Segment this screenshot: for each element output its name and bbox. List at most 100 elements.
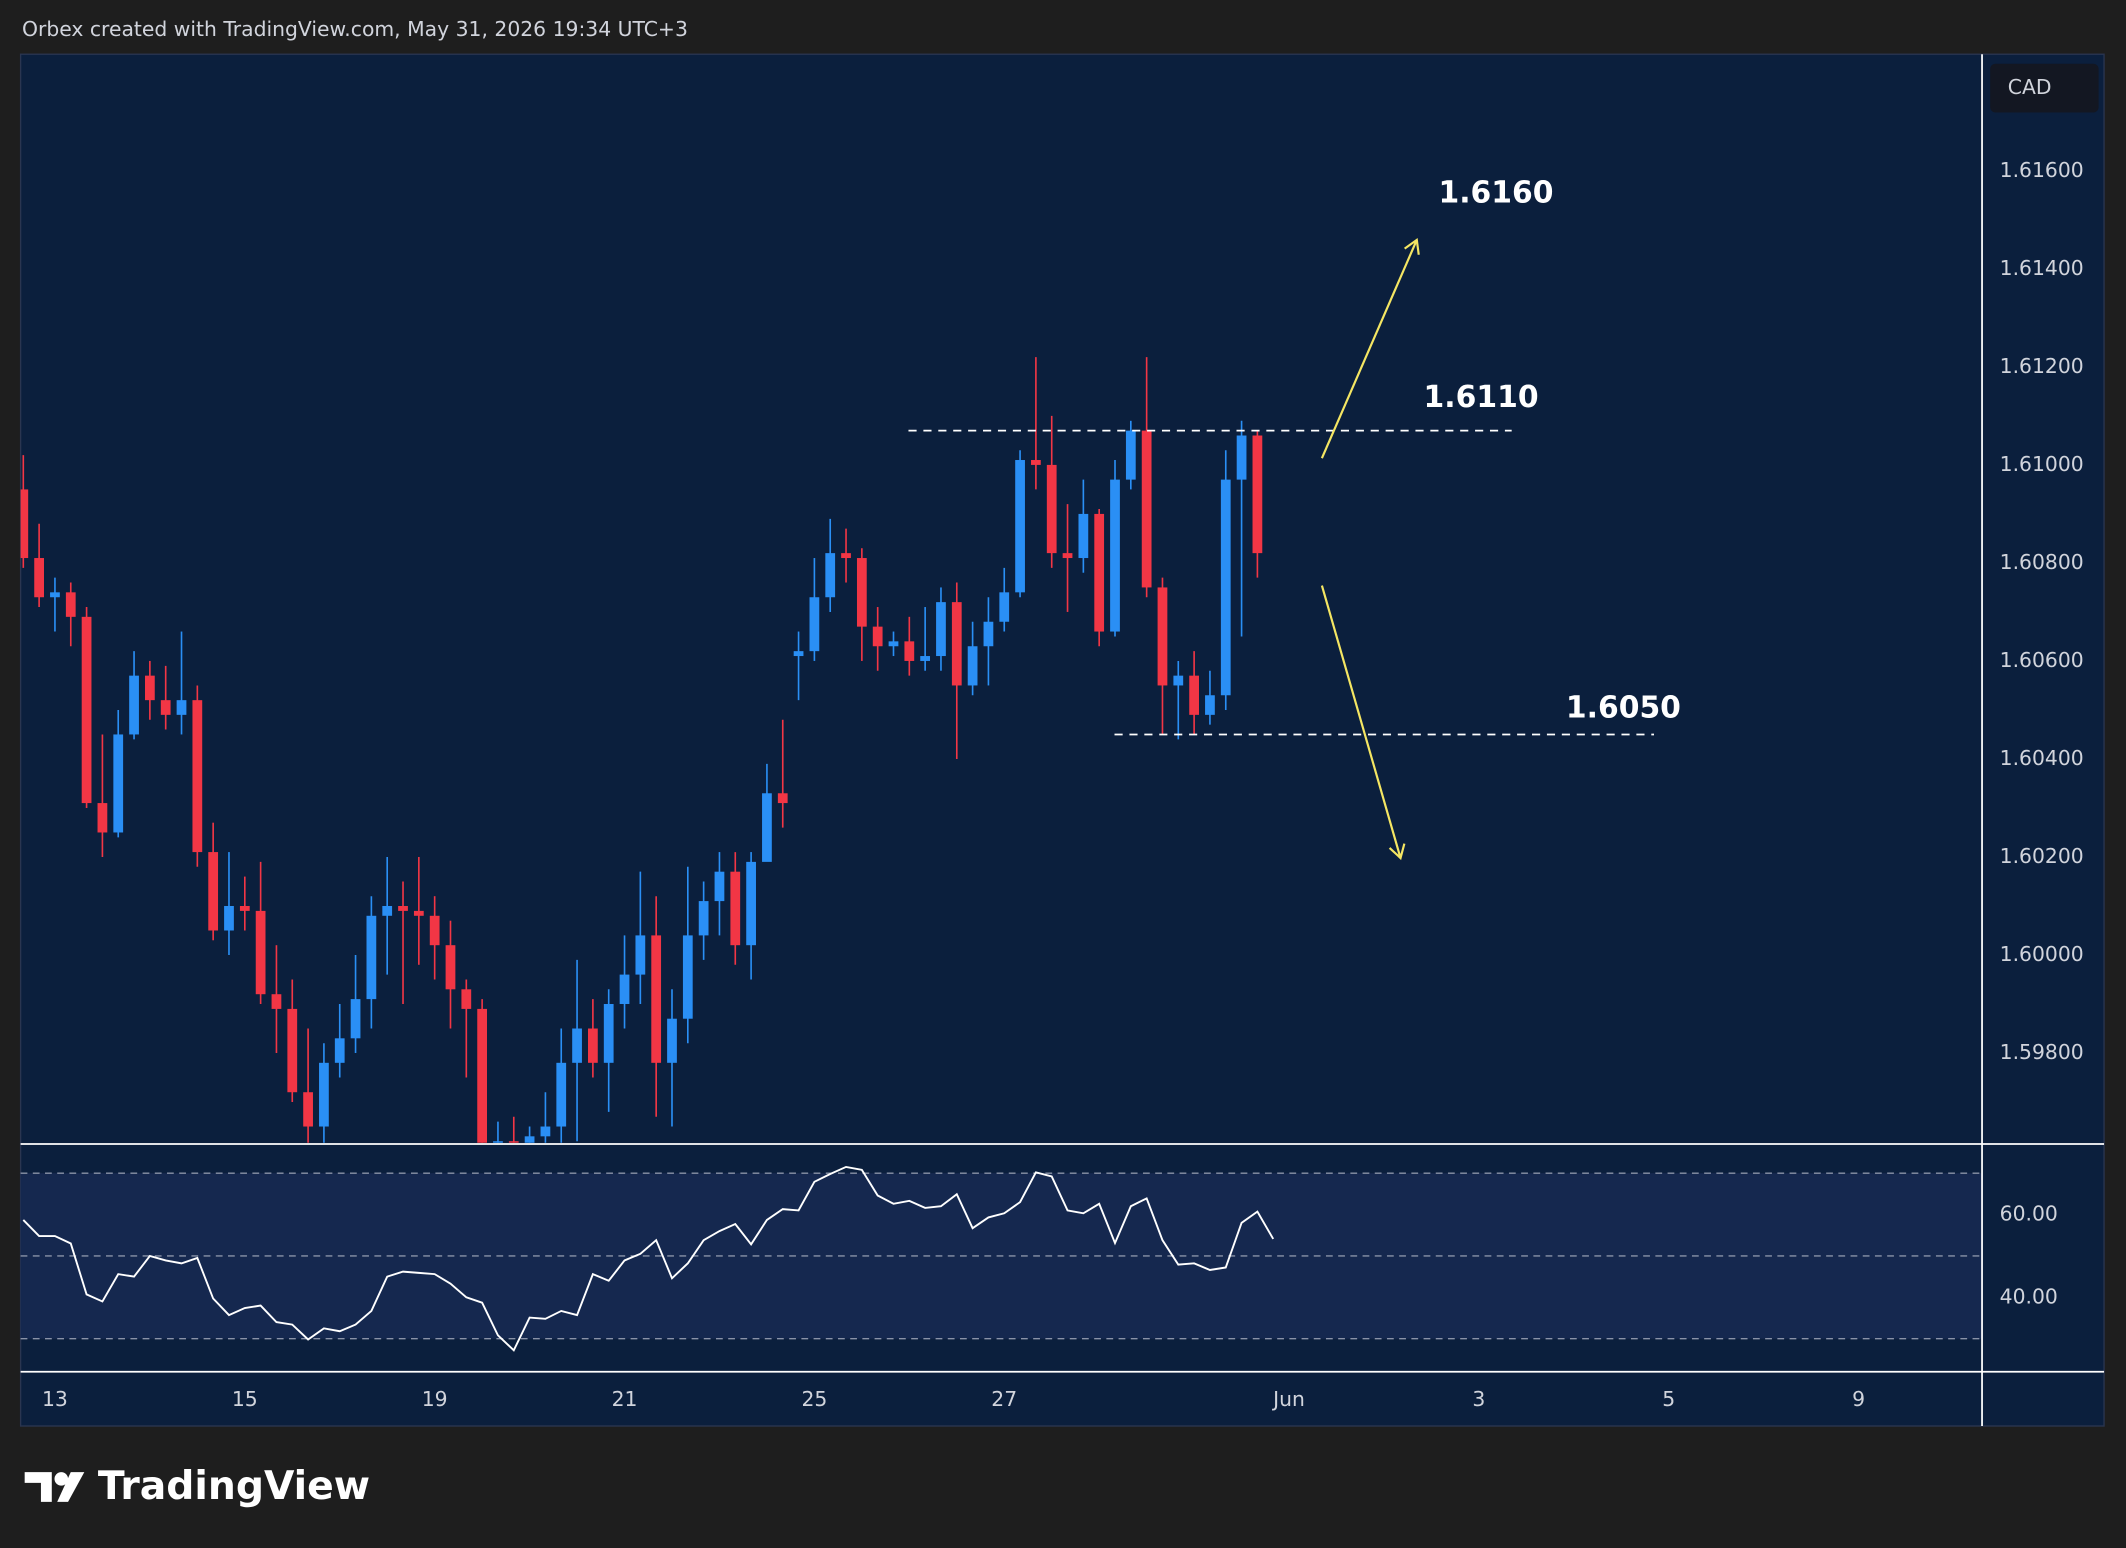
- price-pane: [20, 357, 1263, 1143]
- candle-body: [477, 1008, 488, 1143]
- candle-body: [1062, 553, 1073, 559]
- x-tick-label: 15: [232, 1387, 258, 1411]
- svg-text:TradingView: TradingView: [98, 1464, 370, 1509]
- candle-body: [65, 592, 76, 617]
- candle-body: [1220, 479, 1231, 696]
- candle-body: [572, 1028, 582, 1063]
- candle-body: [777, 793, 788, 804]
- y-tick-label: 1.61600: [2000, 158, 2084, 182]
- x-tick-label: 27: [991, 1387, 1017, 1411]
- candle-body: [508, 1141, 519, 1143]
- arrow-head: [1404, 237, 1420, 255]
- candle-body: [904, 641, 915, 661]
- level-label: 1.6050: [1566, 690, 1681, 725]
- rsi-line: [22, 1165, 1275, 1352]
- candle-body: [746, 861, 756, 946]
- candle-body: [762, 793, 772, 862]
- y-tick-label: 1.61000: [2000, 452, 2084, 476]
- candle-body: [271, 994, 282, 1009]
- candle-body: [287, 1008, 298, 1093]
- arrow: [1320, 585, 1402, 859]
- x-tick-label: 21: [612, 1387, 638, 1411]
- candle-body: [1157, 587, 1168, 686]
- candle-body: [129, 675, 139, 735]
- candle-body: [1078, 513, 1089, 559]
- logo: TradingView: [24, 1464, 370, 1509]
- candle-body: [429, 915, 440, 946]
- candle-body: [398, 905, 408, 911]
- target-label: 1.6160: [1438, 175, 1553, 210]
- candle-body: [1252, 435, 1263, 554]
- candle-body: [319, 1062, 329, 1127]
- candle-body: [841, 553, 851, 559]
- y-tick-label: 1.59800: [2000, 1040, 2084, 1064]
- candle-body: [113, 734, 124, 833]
- candle-body: [936, 602, 946, 657]
- y-tick-label: 60.00: [2000, 1202, 2058, 1226]
- candle-body: [540, 1126, 551, 1137]
- candle-body: [34, 558, 44, 598]
- y-tick-label: 1.60200: [2000, 844, 2084, 868]
- candle-body: [20, 489, 29, 559]
- x-tick-label: 3: [1472, 1387, 1485, 1411]
- x-tick-label: 9: [1852, 1387, 1865, 1411]
- candle-body: [303, 1092, 313, 1127]
- candle-body: [334, 1038, 345, 1063]
- x-tick-label: 13: [42, 1387, 68, 1411]
- candle-body: [1189, 675, 1199, 715]
- candle-body: [176, 700, 187, 715]
- x-tick-label: 25: [801, 1387, 827, 1411]
- candle-body: [50, 592, 60, 598]
- overlay: 1.6110 1.6050 1.6160 1.59800 1.60000 1.60200 1…: [20, 54, 2105, 1427]
- candle-body: [1015, 460, 1025, 593]
- candle-body: [461, 989, 472, 1009]
- header: Orbex created with TradingView.com, May …: [22, 17, 688, 41]
- candle-body: [445, 945, 456, 990]
- candle-body: [698, 901, 709, 936]
- candle-body: [208, 852, 219, 931]
- x-tick-label: 5: [1662, 1387, 1675, 1411]
- candle-body: [224, 905, 234, 931]
- currency: CAD: [2008, 75, 2052, 99]
- candle-body: [1141, 430, 1152, 588]
- arrow: [1320, 239, 1418, 459]
- candle-body: [413, 910, 424, 916]
- candle-body: [682, 935, 693, 1019]
- candle-body: [983, 621, 994, 647]
- candle-body: [493, 1141, 503, 1143]
- candle-body: [350, 999, 361, 1039]
- candle-body: [97, 803, 108, 833]
- candle-body: [1173, 675, 1184, 686]
- candle-body: [144, 675, 155, 701]
- x-tick-label: 19: [422, 1387, 448, 1411]
- y-tick-label: 1.61400: [2000, 256, 2084, 280]
- candle-body: [239, 905, 250, 911]
- x-tick-label: Jun: [1271, 1387, 1305, 1411]
- candle-body: [382, 905, 393, 916]
- candle-body: [588, 1028, 598, 1063]
- candle-body: [793, 651, 804, 657]
- candle-body: [1110, 479, 1120, 632]
- candle-body: [192, 700, 203, 853]
- candle-body: [1094, 513, 1105, 632]
- y-tick-label: 1.60600: [2000, 648, 2084, 672]
- candle-body: [556, 1062, 567, 1127]
- candle-body: [667, 1018, 677, 1063]
- y-tick-label: 1.60400: [2000, 746, 2084, 770]
- candle-body: [1046, 464, 1057, 554]
- y-tick-label: 1.60000: [2000, 942, 2084, 966]
- candle-body: [160, 700, 171, 715]
- candle-body: [951, 602, 962, 686]
- candle-body: [714, 871, 725, 902]
- currency-box[interactable]: [1990, 63, 2099, 113]
- candle-body: [635, 935, 646, 975]
- candle-body: [1031, 460, 1041, 465]
- candle-body: [1205, 695, 1215, 715]
- y-tick-label: 1.61200: [2000, 354, 2084, 378]
- arrow-head: [1388, 843, 1406, 861]
- y-tick-label: 1.60800: [2000, 550, 2084, 574]
- candle-body: [730, 871, 741, 946]
- candle-body: [255, 910, 266, 995]
- candle-body: [1236, 435, 1247, 480]
